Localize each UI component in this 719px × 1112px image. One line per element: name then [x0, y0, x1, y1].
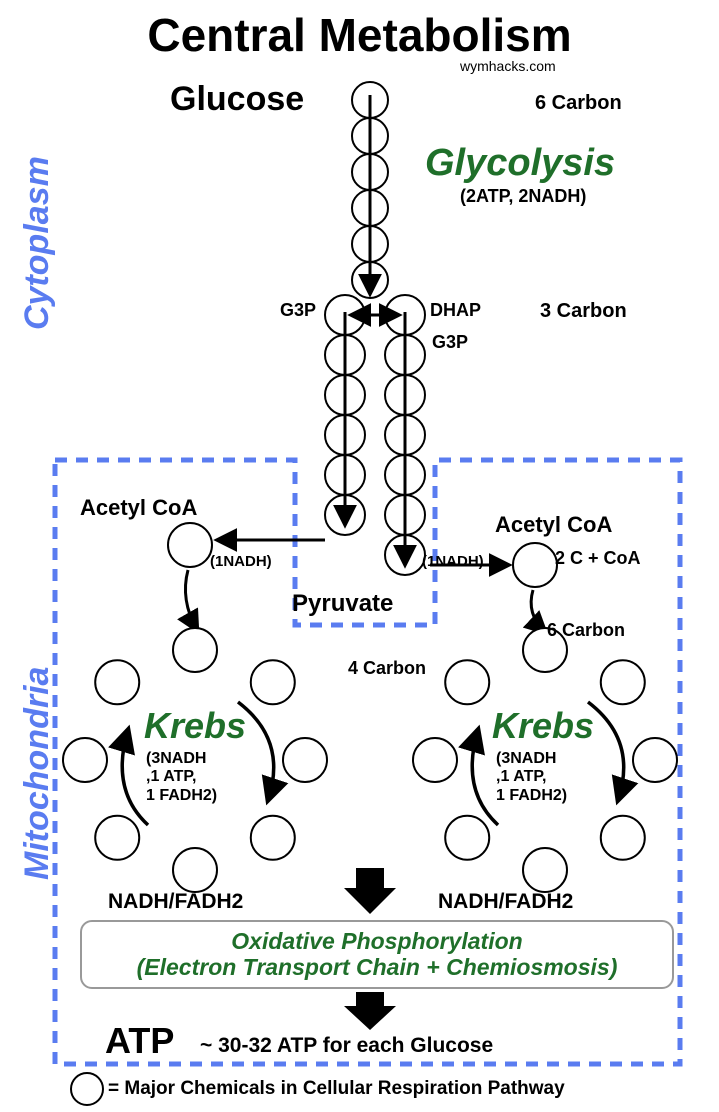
two-c-coa-label: 2 C + CoA	[555, 548, 641, 569]
six-carbon-top: 6 Carbon	[535, 92, 622, 115]
three-carbon-label: 3 Carbon	[540, 300, 627, 323]
glycolysis-label: Glycolysis	[425, 142, 615, 185]
krebs-yield-r1: (3NADH	[496, 750, 567, 768]
atp-desc: ~ 30-32 ATP for each Glucose	[200, 1034, 493, 1058]
dhap-label: DHAP	[430, 300, 481, 321]
krebs-yield-r3: 1 FADH2)	[496, 787, 567, 805]
page-title: Central Metabolism	[0, 8, 719, 62]
diagram-canvas: Central Metabolism wymhacks.com Cytoplas…	[0, 0, 719, 1112]
attribution: wymhacks.com	[460, 58, 556, 74]
acetyl-coa-right-circle	[513, 543, 557, 587]
arrow-down-to-atp	[344, 992, 396, 1030]
legend-text: = Major Chemicals in Cellular Respiratio…	[108, 1078, 565, 1100]
krebs-left-label: Krebs	[144, 705, 246, 747]
atp-label: ATP	[105, 1020, 174, 1062]
cytoplasm-label: Cytoplasm	[18, 156, 57, 330]
legend-circle-icon	[70, 1072, 104, 1106]
g3p-left-label: G3P	[280, 300, 316, 321]
oxidative-line1: Oxidative Phosphorylation	[86, 928, 668, 954]
six-carbon-krebs: 6 Carbon	[547, 620, 625, 641]
acetyl-coa-right-label: Acetyl CoA	[495, 512, 612, 538]
nadh-fadh2-right: NADH/FADH2	[438, 890, 573, 914]
oxidative-phosphorylation-box: Oxidative Phosphorylation (Electron Tran…	[80, 920, 674, 989]
oxidative-line2: (Electron Transport Chain + Chemiosmosis…	[86, 954, 668, 980]
glycolysis-yield: (2ATP, 2NADH)	[460, 186, 586, 207]
acetyl-coa-left-circle	[168, 523, 212, 567]
nadh-fadh2-left: NADH/FADH2	[108, 890, 243, 914]
pyruvate-label: Pyruvate	[292, 590, 393, 618]
four-carbon-label: 4 Carbon	[348, 658, 426, 679]
glucose-label: Glucose	[170, 80, 304, 119]
arrow-acetyl-to-krebs-left	[185, 570, 197, 630]
nadh-right-label: (1NADH)	[422, 553, 484, 570]
arrow-down-to-oxidative	[344, 868, 396, 914]
krebs-right-label: Krebs	[492, 705, 594, 747]
krebs-yield-l1: (3NADH	[146, 750, 217, 768]
krebs-yield-left: (3NADH ,1 ATP, 1 FADH2)	[146, 750, 217, 805]
krebs-yield-r2: ,1 ATP,	[496, 768, 567, 786]
krebs-yield-right: (3NADH ,1 ATP, 1 FADH2)	[496, 750, 567, 805]
krebs-yield-l3: 1 FADH2)	[146, 787, 217, 805]
nadh-left-label: (1NADH)	[210, 553, 272, 570]
acetyl-coa-left-label: Acetyl CoA	[80, 495, 197, 521]
arrow-acetyl-to-krebs-right	[531, 590, 545, 632]
g3p-right-label: G3P	[432, 332, 468, 353]
krebs-yield-l2: ,1 ATP,	[146, 768, 217, 786]
mitochondria-label: Mitochondria	[18, 667, 57, 880]
